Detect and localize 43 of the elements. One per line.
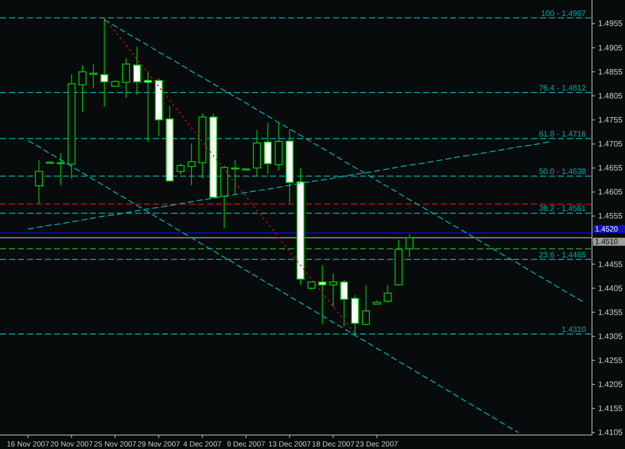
- y-tick-label: 1.4155: [598, 404, 624, 414]
- y-tick-label: 1.4655: [598, 164, 624, 173]
- annotation: 38.2 - 1.4561: [538, 204, 587, 214]
- candlestick: [264, 122, 272, 175]
- candlestick: [144, 70, 152, 143]
- candlestick: [274, 122, 283, 171]
- y-tick-label: 1.4705: [598, 139, 624, 148]
- y-tick-label: 1.4105: [598, 428, 624, 438]
- y-tick-label: 1.4255: [598, 356, 624, 365]
- annotation: 76.4 - 1.4812: [538, 83, 587, 92]
- y-tick-label: 1.4205: [598, 380, 624, 390]
- y-tick-label: 1.4805: [598, 91, 624, 100]
- candlestick: [122, 58, 130, 98]
- y-tick-label: 1.4555: [598, 212, 624, 221]
- candlestick: [133, 46, 141, 96]
- candlestick: [89, 64, 98, 89]
- annotation: 50.0 - 1.4638: [538, 167, 587, 176]
- y-tick-label: 1.4955: [598, 19, 624, 28]
- y-tick-label: 1.4755: [598, 115, 624, 124]
- y-tick-label: 1.4855: [598, 67, 624, 76]
- candlestick: [231, 159, 240, 196]
- candlestick: [100, 17, 108, 108]
- candlestick: [329, 272, 338, 308]
- y-tick-label: 1.4305: [598, 332, 624, 341]
- y-tick-label: 1.4905: [598, 43, 624, 52]
- ref-line-label: 1.4310: [562, 324, 587, 334]
- y-tick-label: 1.4455: [598, 260, 624, 269]
- candlestick: [34, 160, 43, 205]
- candlestick: [362, 284, 370, 326]
- annotation: 100 - 1.4967: [541, 8, 587, 18]
- candlestick: [406, 234, 414, 258]
- candlestick: [340, 279, 348, 327]
- candlestick: [56, 152, 65, 186]
- candlestick: [188, 142, 196, 186]
- candlestick: [176, 163, 185, 175]
- candlestick: [384, 284, 392, 304]
- y-tick-label: 1.4405: [598, 284, 624, 293]
- y-tick-label: 1.4605: [598, 188, 624, 197]
- annotation: 61.8 - 1.4716: [538, 130, 587, 139]
- y-tick-label: 1.4355: [598, 308, 624, 317]
- candlestick: [318, 264, 326, 325]
- annotation: 23.6 - 1.4465: [538, 250, 587, 260]
- candlestick: [78, 65, 86, 112]
